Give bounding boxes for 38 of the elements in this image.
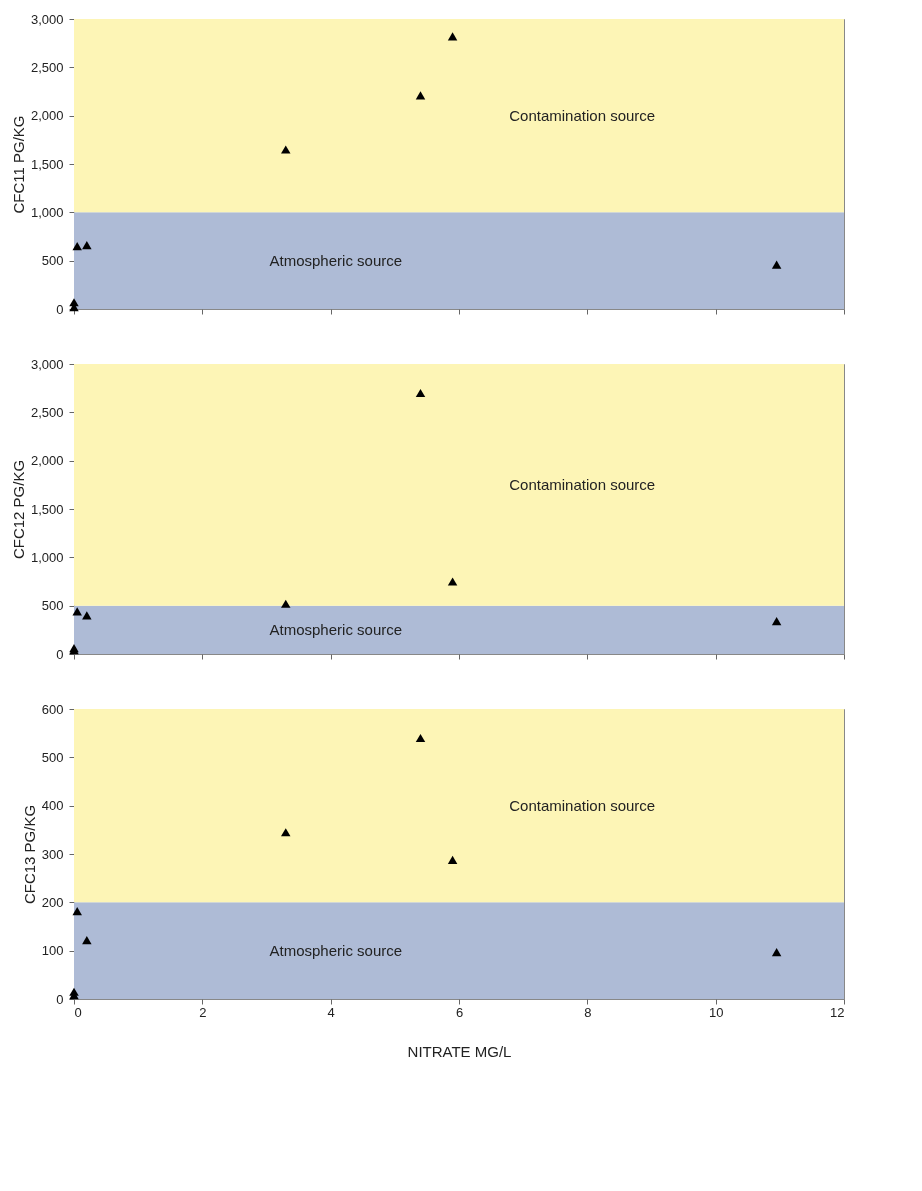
y-axis-title: CFC13 PG/KG	[20, 804, 38, 905]
y-tick-label: 1,000	[30, 549, 64, 565]
y-tick-label: 0	[56, 991, 64, 1007]
y-tick-label: 500	[41, 598, 64, 614]
y-axis-title: CFC11 PG/KG	[9, 115, 27, 214]
x-tick-label: 4	[327, 1004, 335, 1020]
y-tick-label: 1,000	[30, 204, 64, 220]
y-tick-label: 1,500	[30, 156, 64, 172]
y-axis-title: CFC12 PG/KG	[9, 459, 27, 560]
band-label: Atmospheric source	[269, 620, 403, 638]
x-tick-label: 8	[584, 1004, 592, 1020]
band-label: Atmospheric source	[269, 941, 403, 959]
y-tick-label: 600	[41, 701, 64, 717]
y-tick-label: 2,000	[30, 453, 64, 469]
x-axis-title: NITRATE MG/L	[407, 1042, 512, 1060]
y-tick-label: 0	[56, 301, 64, 317]
x-tick-label: 6	[455, 1004, 464, 1020]
y-tick-label: 2,000	[30, 108, 64, 124]
y-tick-label: 2,500	[30, 404, 64, 420]
y-tick-label: 200	[41, 894, 64, 910]
x-tick-label: 12	[830, 1004, 845, 1020]
y-tick-label: 0	[56, 646, 64, 662]
y-tick-label: 1,500	[30, 501, 64, 517]
band-label: Atmospheric source	[269, 251, 403, 269]
y-tick-label: 3,000	[30, 11, 64, 27]
band-label: Contamination source	[509, 796, 656, 814]
x-tick-label: 2	[199, 1004, 207, 1020]
x-tick-label: 0	[74, 1004, 82, 1020]
x-tick-label: 10	[708, 1004, 724, 1020]
y-tick-label: 500	[41, 749, 64, 765]
y-tick-label: 100	[41, 943, 64, 959]
y-tick-label: 3,000	[30, 356, 64, 372]
y-tick-label: 500	[41, 253, 64, 269]
band-label: Contamination source	[509, 106, 656, 124]
y-tick-label: 400	[41, 798, 64, 814]
band-label: Contamination source	[509, 475, 656, 493]
y-tick-label: 2,500	[30, 59, 64, 75]
y-tick-label: 300	[41, 846, 64, 862]
